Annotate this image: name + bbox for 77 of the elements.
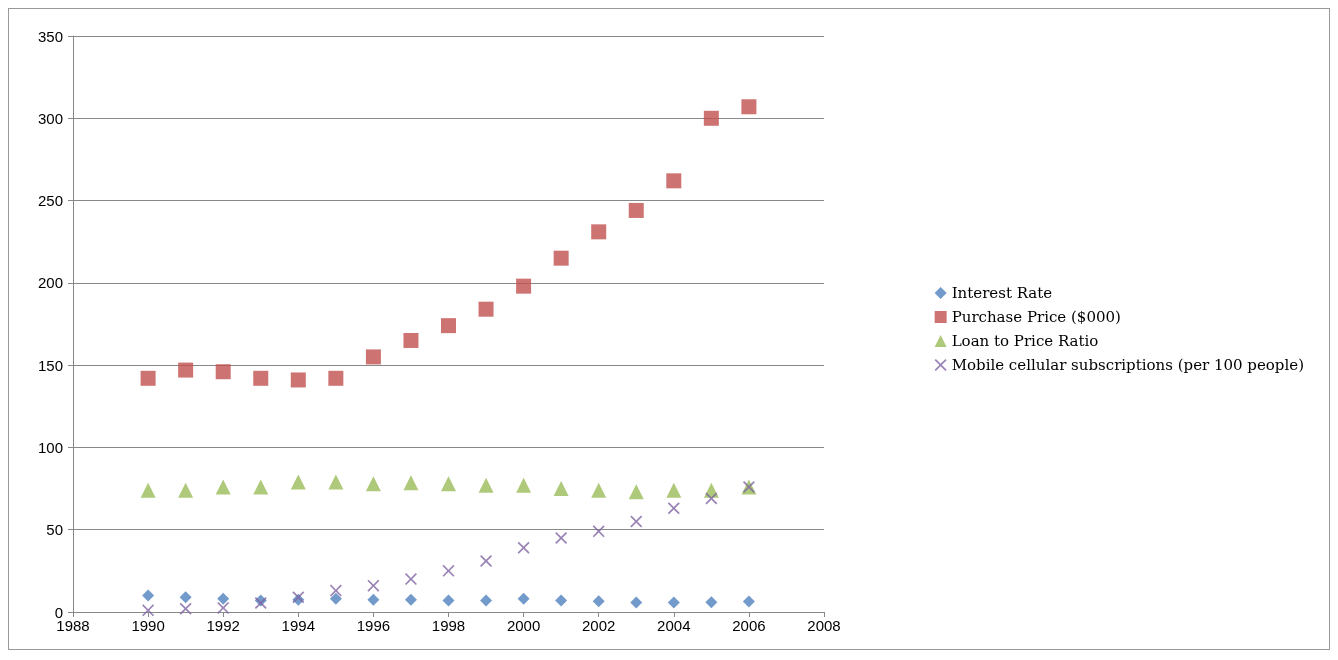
point	[253, 370, 269, 386]
point	[703, 110, 719, 126]
x-tick-label: 2008	[807, 617, 841, 634]
x-tick-label: 2002	[582, 617, 616, 634]
point	[179, 602, 192, 615]
y-tick-label: 300	[37, 109, 63, 127]
point	[742, 595, 755, 608]
x-tick-label: 2006	[732, 617, 766, 634]
legend-label: Purchase Price ($000)	[951, 308, 1121, 326]
x-tick-label: 2004	[657, 617, 691, 634]
point	[630, 596, 643, 609]
point	[367, 593, 380, 606]
point	[178, 362, 194, 378]
point	[140, 482, 156, 498]
point	[365, 349, 381, 365]
point	[441, 476, 456, 492]
point	[592, 595, 605, 608]
point	[179, 591, 192, 604]
point	[705, 596, 718, 609]
point	[290, 474, 306, 490]
point	[628, 484, 644, 500]
point	[480, 554, 493, 567]
y-tick-label: 150	[37, 356, 63, 374]
point	[328, 370, 344, 386]
point	[367, 579, 380, 592]
point	[555, 594, 568, 607]
point	[478, 301, 494, 317]
x-tick-label: 1994	[281, 617, 315, 634]
point	[667, 596, 680, 609]
point	[140, 370, 156, 386]
point	[215, 479, 231, 495]
y-tick-label: 350	[37, 27, 63, 45]
point	[741, 99, 757, 115]
point	[329, 592, 342, 605]
point	[442, 594, 455, 607]
point	[516, 278, 532, 294]
point	[591, 482, 607, 498]
point	[553, 481, 569, 497]
point	[555, 531, 568, 544]
y-tick-label: 100	[37, 438, 63, 456]
point	[517, 592, 530, 605]
point	[215, 364, 231, 380]
point	[441, 318, 456, 334]
x-tick-label: 2000	[506, 617, 541, 634]
x-tick-label: 1998	[431, 617, 466, 634]
point	[516, 477, 532, 493]
point	[142, 589, 155, 602]
point	[290, 372, 306, 388]
point	[666, 482, 682, 498]
x-tick-label: 1990	[131, 617, 165, 634]
point	[217, 592, 230, 605]
x-tick-label: 1996	[356, 617, 391, 634]
y-tick-label: 200	[37, 274, 63, 292]
point	[328, 474, 344, 490]
x-tick-label: 1992	[206, 617, 240, 634]
point	[404, 573, 417, 586]
point	[365, 476, 381, 492]
point	[628, 202, 644, 218]
point	[478, 477, 494, 493]
point	[178, 482, 194, 498]
legend-label: Interest Rate	[951, 284, 1053, 302]
point	[591, 224, 607, 240]
legend-label: Mobile cellular subscriptions (per 100 people)	[951, 356, 1305, 374]
point	[592, 525, 605, 538]
y-tick-label: 50	[46, 521, 63, 539]
point	[404, 593, 417, 606]
point	[403, 332, 419, 348]
point	[253, 479, 269, 495]
point	[217, 601, 230, 614]
legend-label: Loan to Price Ratio	[951, 332, 1099, 350]
point	[553, 250, 569, 266]
point	[480, 594, 493, 607]
point	[667, 502, 680, 515]
point	[403, 475, 419, 491]
y-tick-label: 250	[37, 192, 63, 210]
point	[666, 173, 682, 189]
point	[705, 492, 718, 505]
